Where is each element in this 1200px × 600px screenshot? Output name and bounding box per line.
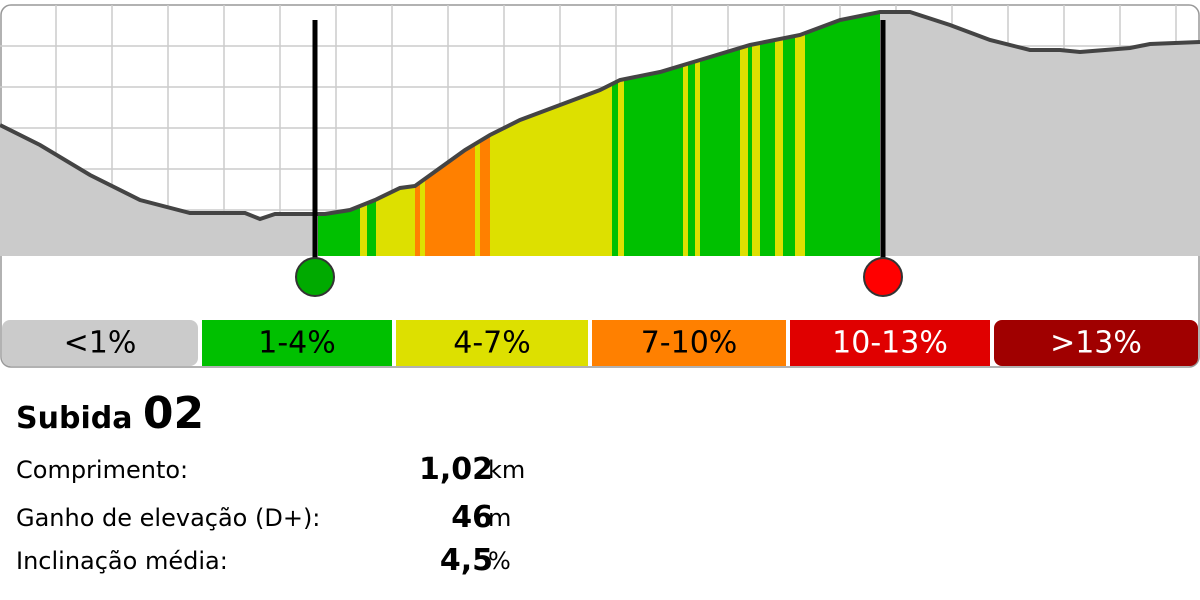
legend: <1% 1-4% 4-7% 7-10% 10-13% >13% bbox=[2, 320, 1198, 366]
stat-value: 1,02 bbox=[418, 452, 493, 487]
legend-label: 7-10% bbox=[641, 326, 738, 361]
climb-label: Subida bbox=[16, 401, 133, 436]
stat-value: 46 bbox=[451, 500, 493, 535]
legend-swatch bbox=[790, 320, 990, 366]
end-marker bbox=[863, 257, 903, 297]
stat-label: Ganho de elevação (D+): bbox=[16, 504, 321, 532]
stat-value: 4,5 bbox=[439, 543, 493, 578]
profile-line bbox=[0, 10, 1200, 222]
profile-view: <1% 1-4% 4-7% 7-10% 10-13% >13% bbox=[0, 4, 1200, 368]
legend-swatch bbox=[202, 320, 392, 366]
legend-label: <1% bbox=[64, 326, 137, 361]
legend-swatch bbox=[396, 320, 588, 366]
legend-swatch bbox=[592, 320, 786, 366]
start-marker bbox=[295, 257, 335, 297]
stat-row: Ganho de elevação (D+): 46 m bbox=[16, 500, 616, 540]
stat-unit: km bbox=[488, 456, 526, 484]
legend-label: 1-4% bbox=[258, 326, 336, 361]
legend-swatch bbox=[994, 320, 1198, 366]
stat-label: Inclinação média: bbox=[16, 547, 228, 575]
climb-number: 02 bbox=[142, 388, 205, 439]
legend-label: 4-7% bbox=[453, 326, 531, 361]
climb-title: Subida 02 bbox=[16, 388, 204, 439]
legend-label: 10-13% bbox=[832, 326, 948, 361]
legend-label: >13% bbox=[1050, 326, 1142, 361]
stat-label: Comprimento: bbox=[16, 456, 189, 484]
stat-row: Comprimento: 1,02 km bbox=[16, 452, 616, 492]
stat-unit: % bbox=[488, 547, 511, 575]
stat-row: Inclinação média: 4,5% bbox=[16, 543, 616, 583]
legend-swatch bbox=[2, 320, 198, 366]
stat-unit: m bbox=[488, 504, 512, 532]
